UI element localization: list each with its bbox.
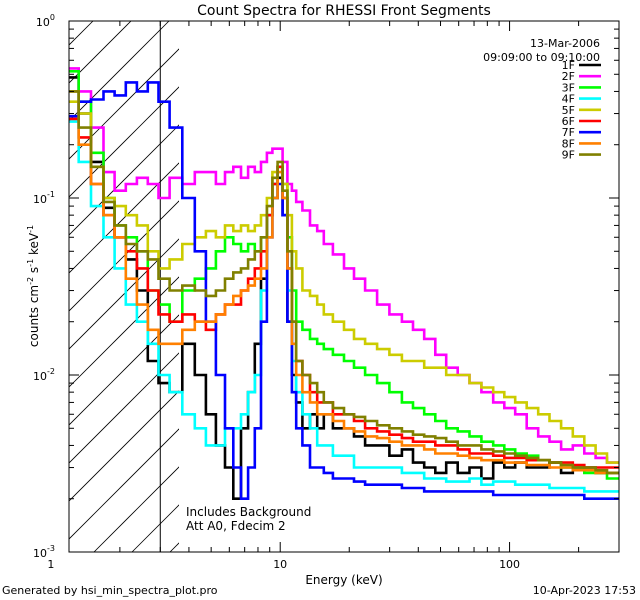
series-line-4f [69,120,619,493]
series-line-3f [69,70,619,480]
series-line-2f [69,67,619,464]
footer-generator: Generated by hsi_min_spectra_plot.pro [2,584,218,597]
footer-timestamp: 10-Apr-2023 17:53 [532,584,636,597]
legend-label-2f: 2F [562,70,575,83]
y-tick-label: 10-2 [33,367,55,383]
annotation-attenuator: Att A0, Fdecim 2 [186,519,286,533]
y-tick-label: 100 [36,13,55,29]
legend-label-5f: 5F [562,104,575,117]
series-line-7f [69,81,619,500]
legend-label-6f: 6F [562,115,575,128]
time-range-label: 09:09:00 to 09:10:00 [483,51,600,64]
plot-frame [68,20,620,553]
series-line-8f [69,90,619,475]
series-line-1f [69,76,619,500]
legend-label-3f: 3F [562,81,575,94]
legend-label-8f: 8F [562,137,575,150]
legend-label-9f: 9F [562,149,575,162]
legend-label-1f: 1F [562,59,575,72]
series-line-9f [69,90,619,475]
x-tick-label: 1 [47,558,54,571]
y-axis-label: counts cm-2 s-1 keV-1 [26,225,41,347]
x-tick-label: 10 [273,558,287,571]
x-axis-label: Energy (keV) [305,573,382,587]
chart-title: Count Spectra for RHESSI Front Segments [197,3,491,19]
annotation-background: Includes Background [186,505,311,519]
legend-label-7f: 7F [562,126,575,139]
x-tick-label: 100 [499,558,520,571]
date-label: 13-Mar-2006 [530,37,600,50]
legend-label-4f: 4F [562,93,575,106]
series-line-5f [69,100,619,464]
y-tick-label: 10-1 [33,190,55,206]
